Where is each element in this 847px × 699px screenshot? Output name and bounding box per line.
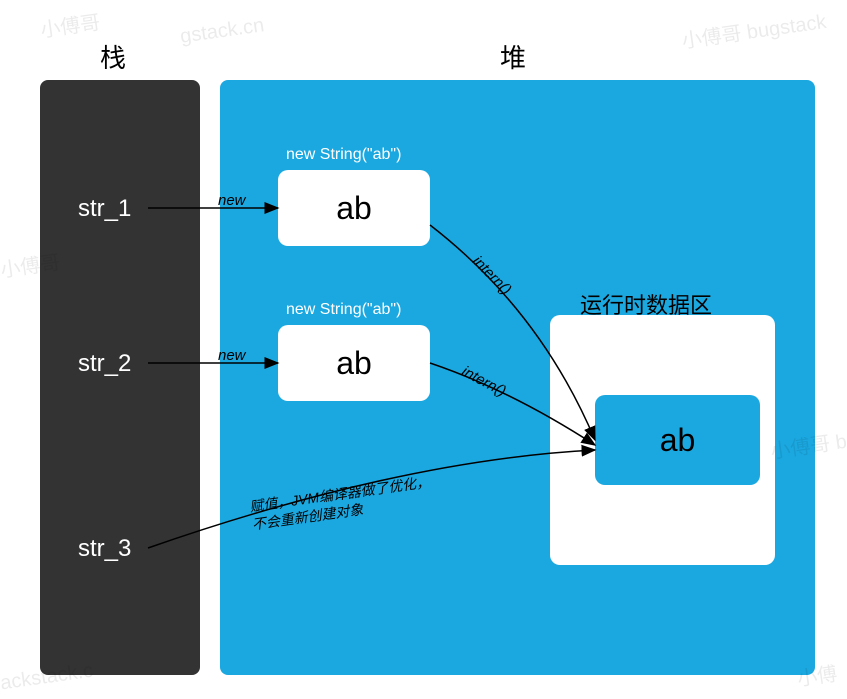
stack-title: 栈 (100, 38, 126, 75)
obj2-box: ab (278, 325, 430, 401)
obj1-label: new String("ab") (286, 146, 401, 164)
runtime-inner: ab (595, 395, 760, 485)
stack-var-str3: str_3 (78, 535, 131, 563)
obj1-box: ab (278, 170, 430, 246)
edge-label-new2: new (218, 347, 246, 364)
obj2-value: ab (336, 345, 372, 382)
watermark: 小傅哥 (38, 6, 101, 43)
obj2-label: new String("ab") (286, 301, 401, 319)
edge-label-new1: new (218, 192, 246, 209)
watermark: 小傅哥 bugstack (680, 5, 828, 54)
stack-var-str2: str_2 (78, 350, 131, 378)
obj1-value: ab (336, 190, 372, 227)
watermark: gstack.cn (179, 14, 266, 49)
stack-var-str1: str_1 (78, 195, 131, 223)
heap-title: 堆 (500, 38, 526, 75)
runtime-value: ab (660, 422, 696, 459)
